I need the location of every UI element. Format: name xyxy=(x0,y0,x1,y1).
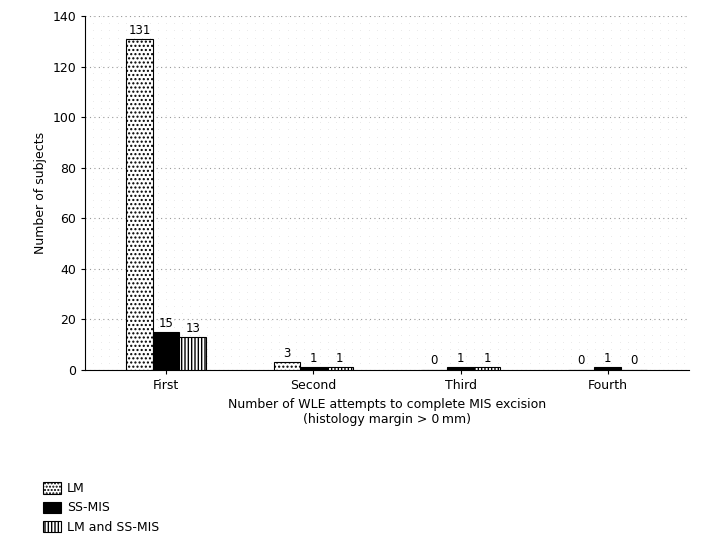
Bar xyxy=(594,367,621,370)
Text: 131: 131 xyxy=(129,23,151,36)
Text: 1: 1 xyxy=(604,352,611,365)
Text: 0: 0 xyxy=(430,354,438,367)
Text: 3: 3 xyxy=(283,347,290,360)
Bar xyxy=(180,337,206,370)
Text: 1: 1 xyxy=(457,352,464,365)
Text: 1: 1 xyxy=(336,352,344,365)
Legend: LM, SS-MIS, LM and SS-MIS: LM, SS-MIS, LM and SS-MIS xyxy=(43,482,159,534)
Text: 0: 0 xyxy=(630,354,638,367)
Bar xyxy=(273,362,300,370)
Bar xyxy=(474,367,501,370)
Text: 13: 13 xyxy=(185,322,200,335)
Bar xyxy=(153,332,180,370)
Text: 1: 1 xyxy=(484,352,491,365)
Bar xyxy=(447,367,474,370)
X-axis label: Number of WLE attempts to complete MIS excision
(histology margin > 0 mm): Number of WLE attempts to complete MIS e… xyxy=(228,398,546,425)
Text: 15: 15 xyxy=(159,317,173,330)
Y-axis label: Number of subjects: Number of subjects xyxy=(34,132,47,254)
Text: 1: 1 xyxy=(310,352,317,365)
Bar xyxy=(300,367,327,370)
Bar xyxy=(126,39,153,370)
Bar xyxy=(327,367,353,370)
Text: 0: 0 xyxy=(577,354,585,367)
